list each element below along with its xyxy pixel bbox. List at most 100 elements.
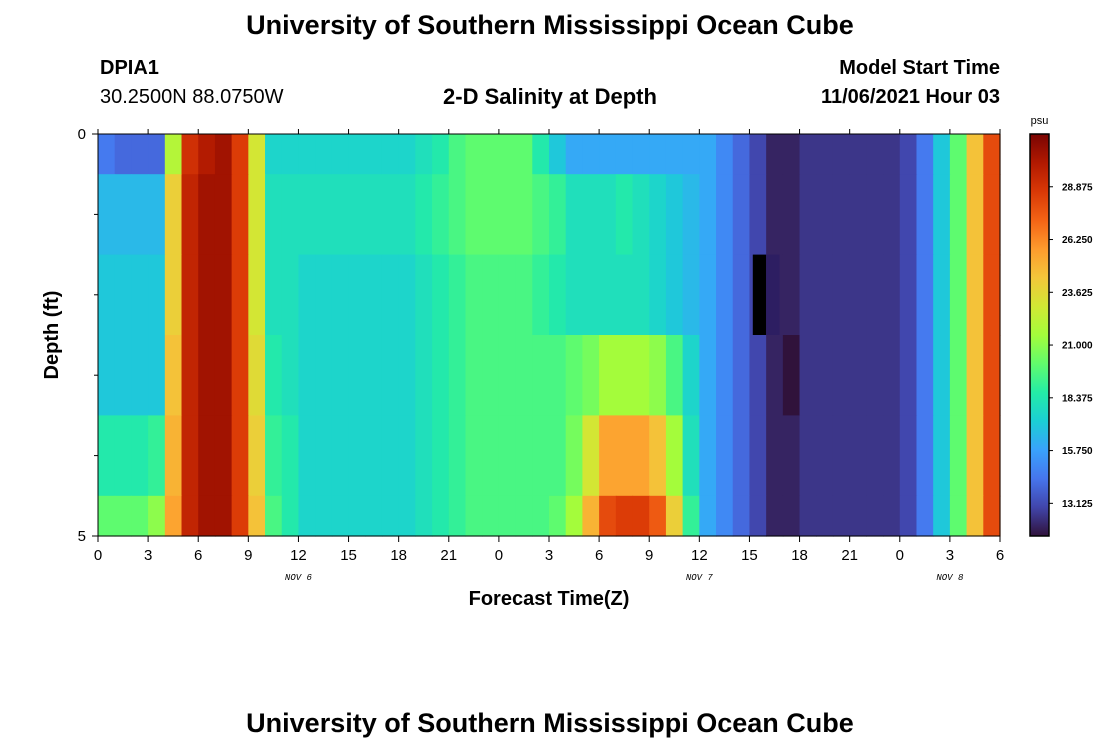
heatmap-cell (214, 335, 233, 416)
heatmap-cell (866, 495, 884, 537)
x-tick-label: 0 (896, 547, 904, 564)
heatmap-cell (832, 174, 851, 256)
heatmap-cell (832, 254, 851, 336)
heatmap-cell (365, 495, 383, 537)
heatmap-cell (231, 415, 249, 497)
heatmap-cell (766, 415, 784, 497)
heatmap-cell (498, 415, 517, 497)
heatmap-cell (114, 335, 133, 416)
heatmap-cell (682, 174, 700, 256)
heatmap-cell (148, 134, 166, 175)
heatmap-cell (816, 254, 834, 336)
heatmap-cell (415, 415, 433, 497)
heatmap-cell (649, 174, 667, 256)
heatmap-cell (599, 254, 617, 336)
heatmap-cell (131, 174, 149, 256)
colorbar-tick-label: 21.000 (1062, 341, 1093, 352)
heatmap-cell (148, 174, 166, 256)
heatmap-cell (98, 174, 116, 256)
heatmap-cell (966, 134, 984, 175)
heatmap-cell (498, 335, 517, 416)
heatmap-cell (916, 134, 934, 175)
heatmap-cell (565, 495, 584, 537)
heatmap-cell (515, 495, 533, 537)
heatmap-cell (899, 174, 918, 256)
heatmap-cell (699, 134, 717, 175)
heatmap-cell (682, 415, 700, 497)
heatmap-cell (432, 335, 450, 416)
heatmap-cell (181, 174, 199, 256)
heatmap-cell (983, 134, 1001, 175)
heatmap-cell (732, 495, 751, 537)
heatmap-cell (365, 134, 383, 175)
heatmap-cell (181, 495, 199, 537)
heatmap-cell (983, 174, 1001, 256)
heatmap-cell (899, 134, 918, 175)
heatmap-cell (649, 335, 667, 416)
heatmap-cell (198, 335, 216, 416)
heatmap-cell (849, 254, 867, 336)
heatmap-cell (448, 254, 467, 336)
heatmap-cell (749, 174, 767, 256)
heatmap-cell (532, 415, 550, 497)
heatmap-cell (114, 415, 133, 497)
heatmap-cell (966, 495, 984, 537)
heatmap-cell (98, 335, 116, 416)
heatmap-cell (415, 254, 433, 336)
heatmap-cell (916, 254, 934, 336)
heatmap-cell (398, 254, 416, 336)
heatmap-cell (599, 495, 617, 537)
heatmap-cell (983, 415, 1001, 497)
heatmap-cell (582, 415, 600, 497)
heatmap-cell (482, 335, 500, 416)
heatmap-cell (665, 495, 684, 537)
heatmap-cell (131, 415, 149, 497)
heatmap-cell (949, 415, 968, 497)
heatmap-cell (849, 335, 867, 416)
heatmap-cell (615, 134, 634, 175)
heatmap-cell (381, 335, 400, 416)
x-tick-label: 21 (841, 547, 858, 564)
heatmap-cell (649, 495, 667, 537)
heatmap-cell (198, 495, 216, 537)
heatmap-cell (482, 415, 500, 497)
x-tick-label: 12 (691, 547, 708, 564)
heatmap-cell (198, 254, 216, 336)
heatmap-cell (549, 495, 567, 537)
heatmap-cell (114, 134, 133, 175)
heatmap-cell (482, 254, 500, 336)
heatmap-cell (665, 174, 684, 256)
heatmap-cell (281, 335, 300, 416)
heatmap-cell (181, 415, 199, 497)
heatmap-cell (131, 335, 149, 416)
heatmap-cell (549, 415, 567, 497)
colorbar-gradient (1029, 133, 1050, 537)
heatmap-cell (381, 254, 400, 336)
heatmap-cell (214, 174, 233, 256)
heatmap-cell (331, 335, 350, 416)
x-tick-label: 6 (595, 547, 603, 564)
heatmap-cell (198, 415, 216, 497)
heatmap-cell (752, 254, 767, 335)
heatmap-cell (816, 174, 834, 256)
heatmap-cell (883, 254, 901, 336)
heatmap-cell (599, 335, 617, 416)
colorbar-tick-label: 23.625 (1062, 288, 1093, 299)
y-tick-label: 0 (78, 126, 86, 143)
heatmap-cell (565, 134, 584, 175)
heatmap-cell (381, 495, 400, 537)
heatmap-cell (749, 415, 767, 497)
heatmap-cell (465, 254, 483, 336)
heatmap-cell (883, 174, 901, 256)
heatmap-cell (949, 134, 968, 175)
heatmap-cells (98, 134, 1001, 537)
heatmap-cell (214, 415, 233, 497)
heatmap-cell (298, 174, 316, 256)
heatmap-cell (432, 174, 450, 256)
heatmap-cell (732, 134, 751, 175)
heatmap-cell (532, 254, 550, 336)
heatmap-cell (181, 335, 199, 416)
heatmap-cell (265, 335, 283, 416)
x-date-label: NOV 8 (936, 573, 964, 583)
heatmap-cell (849, 495, 867, 537)
